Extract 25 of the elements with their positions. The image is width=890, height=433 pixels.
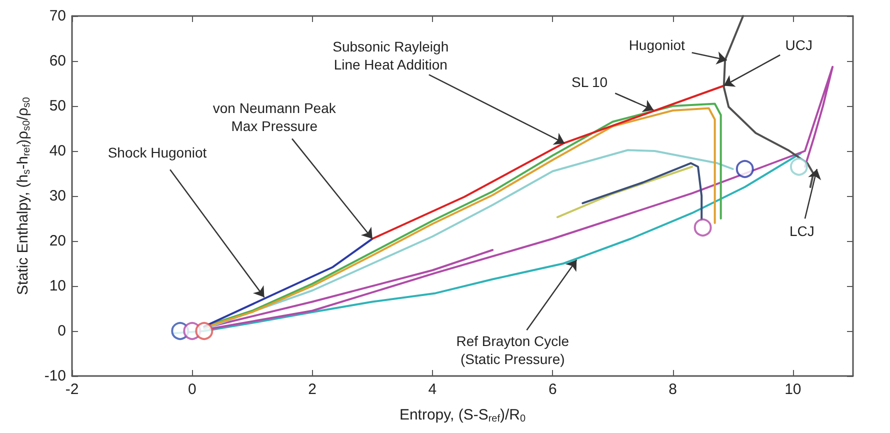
y-axis-title: Static Enthalpy, (hs-href)ρs0/ρs0 (14, 96, 32, 295)
annotation: UCJ (785, 36, 812, 53)
x-tick-label: -2 (65, 381, 79, 398)
y-tick-label: 50 (49, 98, 66, 114)
annotation: SL 10 (572, 74, 608, 90)
x-tick-label: 4 (428, 381, 437, 398)
y-tick-label: 0 (58, 322, 66, 340)
y-tick-label: 60 (49, 52, 66, 70)
annotation: Hugoniot (628, 37, 685, 54)
y-tick-label: 10 (49, 278, 66, 294)
y-tick-label: 30 (49, 188, 66, 204)
x-tick-label: 10 (784, 381, 802, 398)
x-tick-label: 8 (668, 381, 677, 398)
annotation: Subsonic Rayleigh Line Heat Addition (332, 38, 449, 72)
x-tick-label: 6 (548, 381, 557, 398)
x-tick-label: 0 (188, 381, 196, 398)
y-tick-label: -10 (44, 368, 66, 384)
annotation: von Neumann Peak Max Pressure (212, 100, 337, 134)
y-tick-label: 40 (49, 142, 66, 160)
y-tick-label: 20 (49, 232, 66, 250)
annotation: LCJ (790, 223, 814, 239)
x-tick-label: 2 (308, 381, 316, 398)
annotation: Shock Hugoniot (108, 144, 207, 160)
y-tick-label: 70 (49, 8, 66, 24)
annotation: Ref Brayton Cycle (Static Pressure) (456, 332, 570, 367)
